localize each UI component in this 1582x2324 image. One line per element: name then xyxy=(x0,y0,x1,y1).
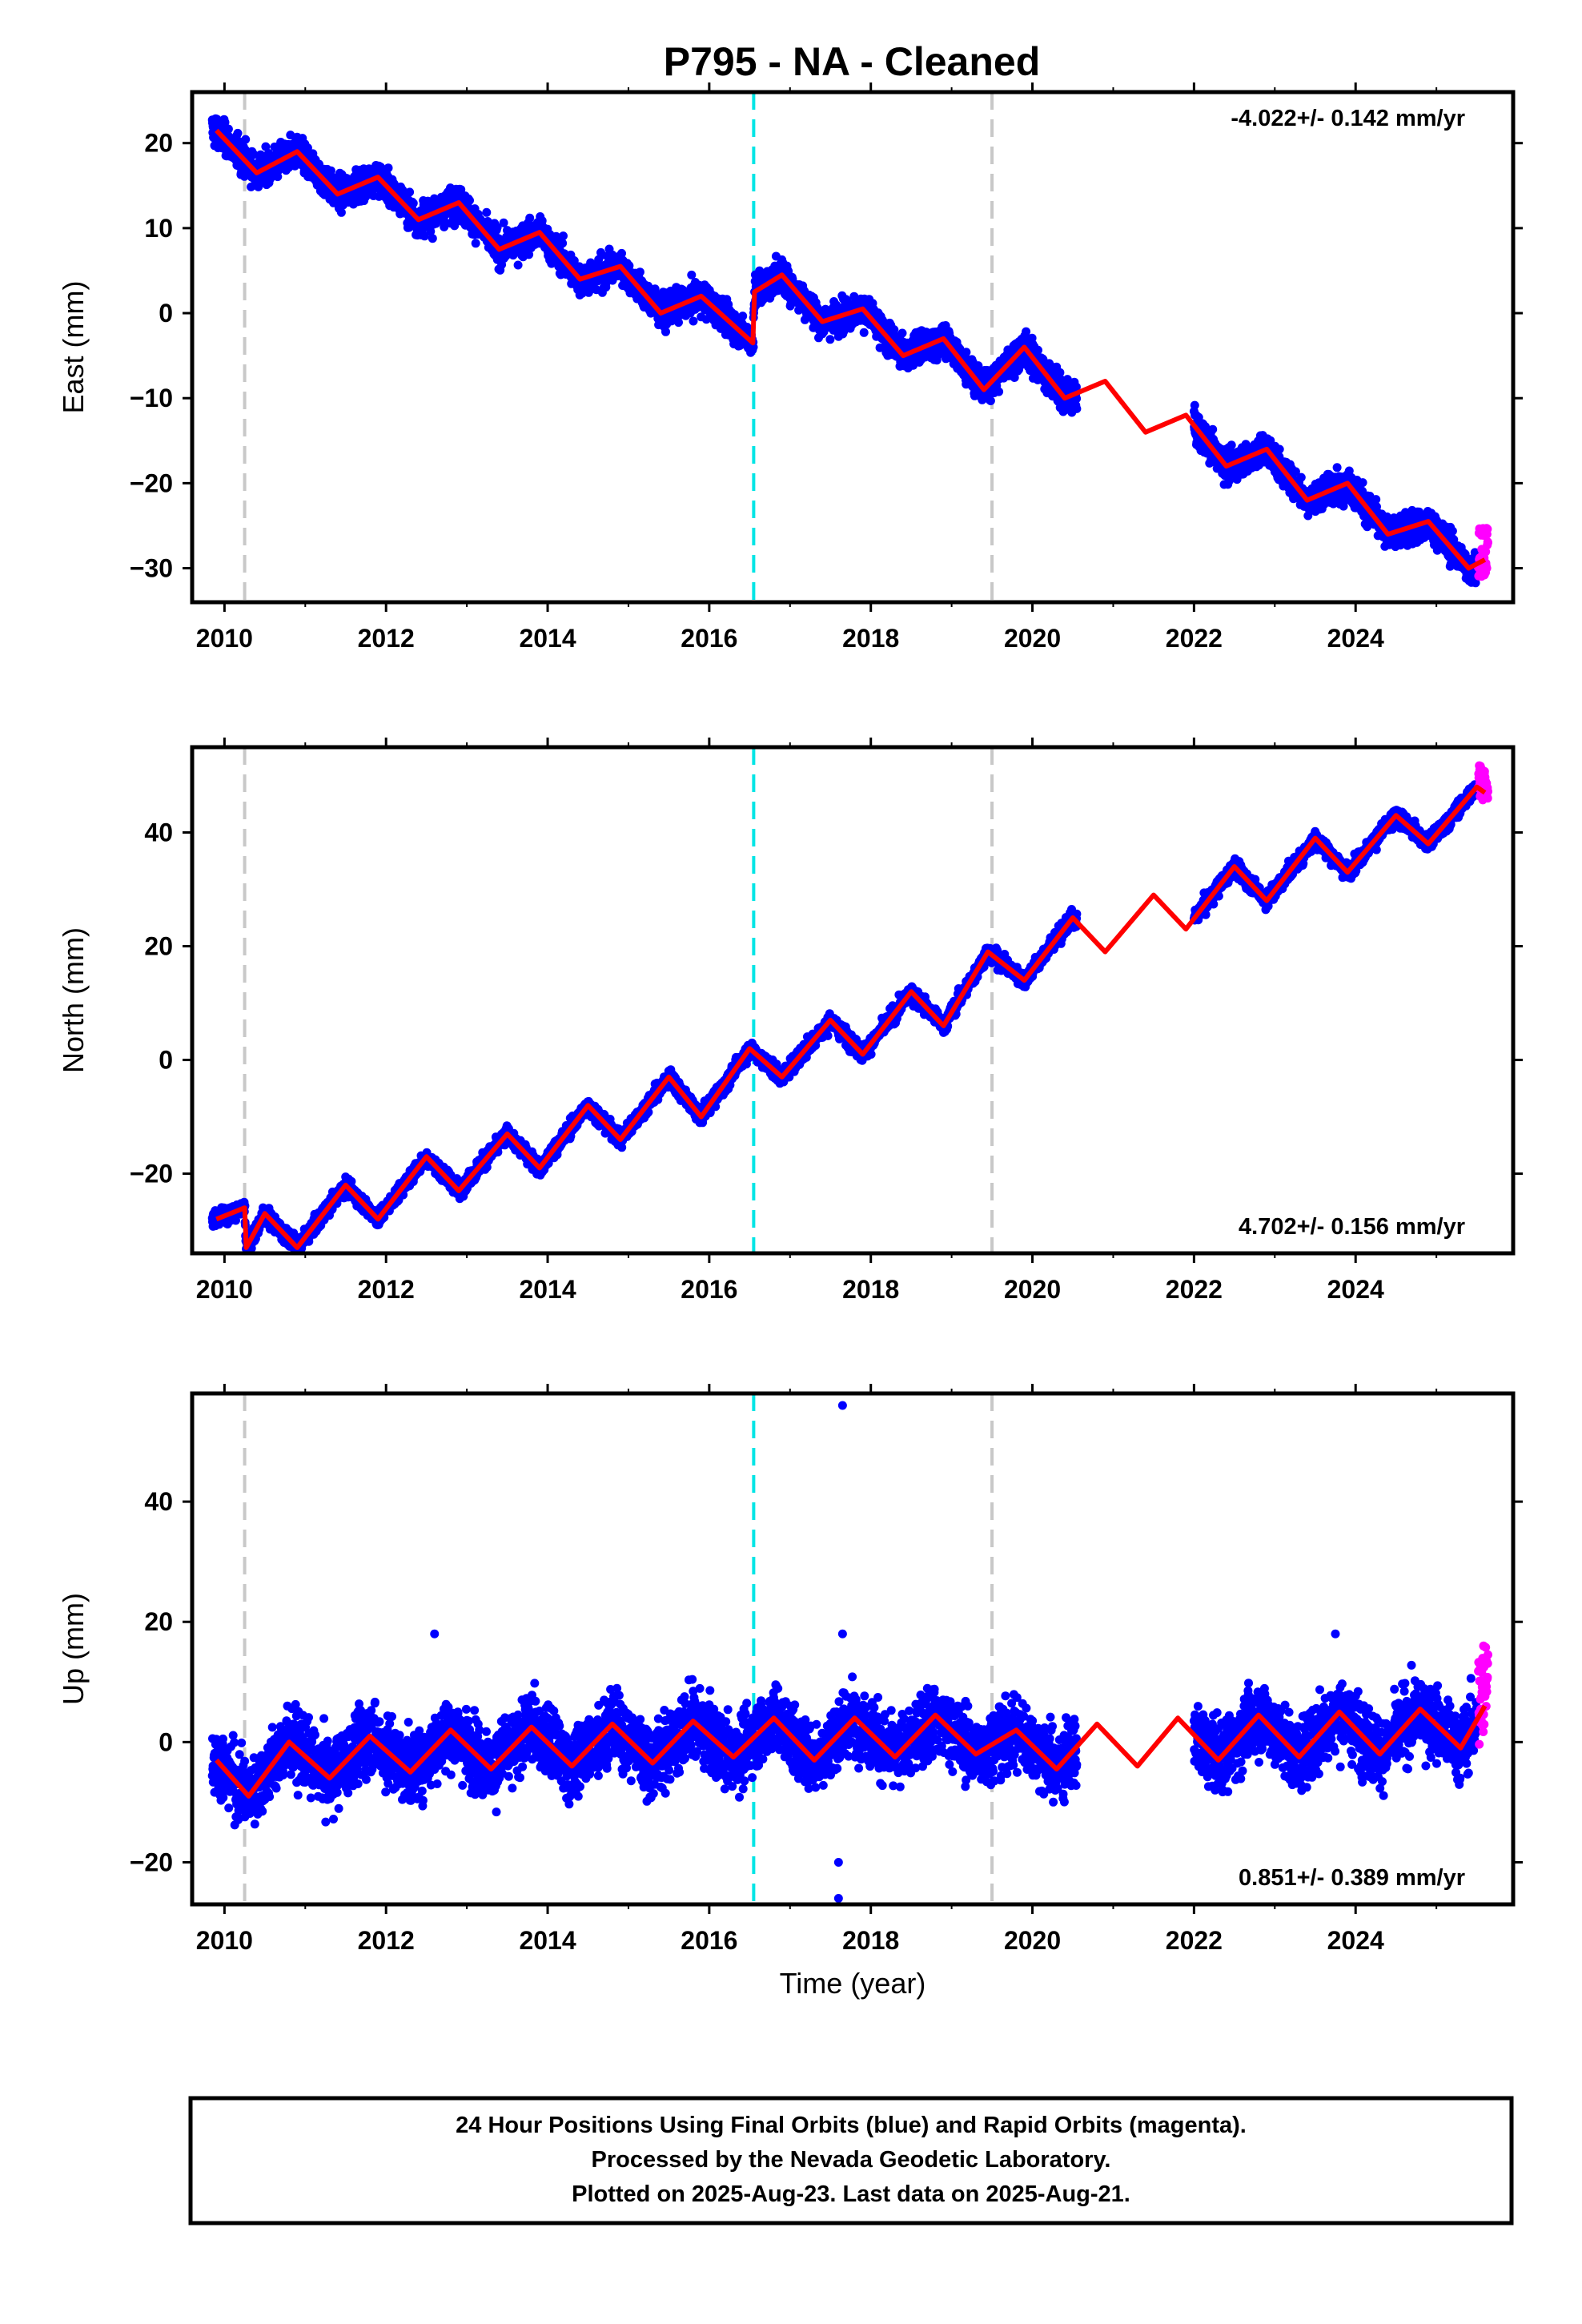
final-orbit-point xyxy=(261,142,271,151)
final-orbit-point xyxy=(247,182,256,191)
plot-area xyxy=(207,92,1492,602)
final-orbit-point xyxy=(558,239,568,248)
final-orbit-point xyxy=(383,163,393,173)
final-orbit-point xyxy=(1034,345,1042,355)
final-orbit-point xyxy=(420,231,429,241)
final-orbit-point xyxy=(499,218,508,227)
final-orbit-point xyxy=(1227,440,1236,450)
final-orbit-point xyxy=(962,348,971,357)
final-orbit-point xyxy=(525,213,535,223)
final-orbit-point xyxy=(482,207,492,217)
final-orbit-point xyxy=(1275,444,1284,454)
final-orbit-point xyxy=(994,387,1004,396)
final-orbit-point xyxy=(428,234,437,243)
final-orbit-point xyxy=(408,199,418,208)
final-orbit-point xyxy=(1296,472,1306,482)
final-orbit-point xyxy=(661,327,670,336)
final-orbit-point xyxy=(249,150,259,159)
final-orbit-point xyxy=(1190,400,1199,410)
final-orbit-point xyxy=(635,267,644,277)
final-orbit-point xyxy=(897,328,907,338)
final-orbit-point xyxy=(559,231,568,241)
chart-title: P795 - NA - Cleaned xyxy=(664,39,1041,84)
final-orbit-point xyxy=(303,143,312,153)
final-orbit-point xyxy=(825,335,835,344)
final-orbit-point xyxy=(492,223,502,232)
final-orbit-point xyxy=(405,187,415,197)
final-orbit-point xyxy=(456,185,466,195)
final-orbit-point xyxy=(1358,478,1367,488)
final-orbit-point xyxy=(465,195,474,205)
final-orbit-point xyxy=(471,239,480,248)
final-orbit-point xyxy=(1072,404,1082,413)
final-orbit-point xyxy=(624,261,634,271)
final-orbit-point xyxy=(859,328,869,337)
panel-east: 2010 2012 2014 2016 2018 2020 2022 2024−30−20−1… xyxy=(57,82,1523,653)
final-orbit-point xyxy=(524,250,534,259)
final-orbit-points xyxy=(207,114,1481,588)
final-orbit-point xyxy=(674,318,683,328)
final-orbit-point xyxy=(617,248,626,258)
final-orbit-point xyxy=(1208,424,1218,434)
final-orbit-point xyxy=(426,227,436,236)
final-orbit-point xyxy=(220,118,230,127)
final-orbit-point xyxy=(513,260,523,270)
final-orbit-point xyxy=(241,135,251,144)
final-orbit-point xyxy=(1332,463,1342,472)
final-orbit-point xyxy=(336,207,346,217)
final-orbit-point xyxy=(986,396,995,405)
final-orbit-point xyxy=(738,312,748,321)
final-orbit-point xyxy=(233,128,243,138)
final-orbit-point xyxy=(537,216,547,226)
final-orbit-point xyxy=(223,124,233,134)
final-orbit-point xyxy=(689,316,698,326)
